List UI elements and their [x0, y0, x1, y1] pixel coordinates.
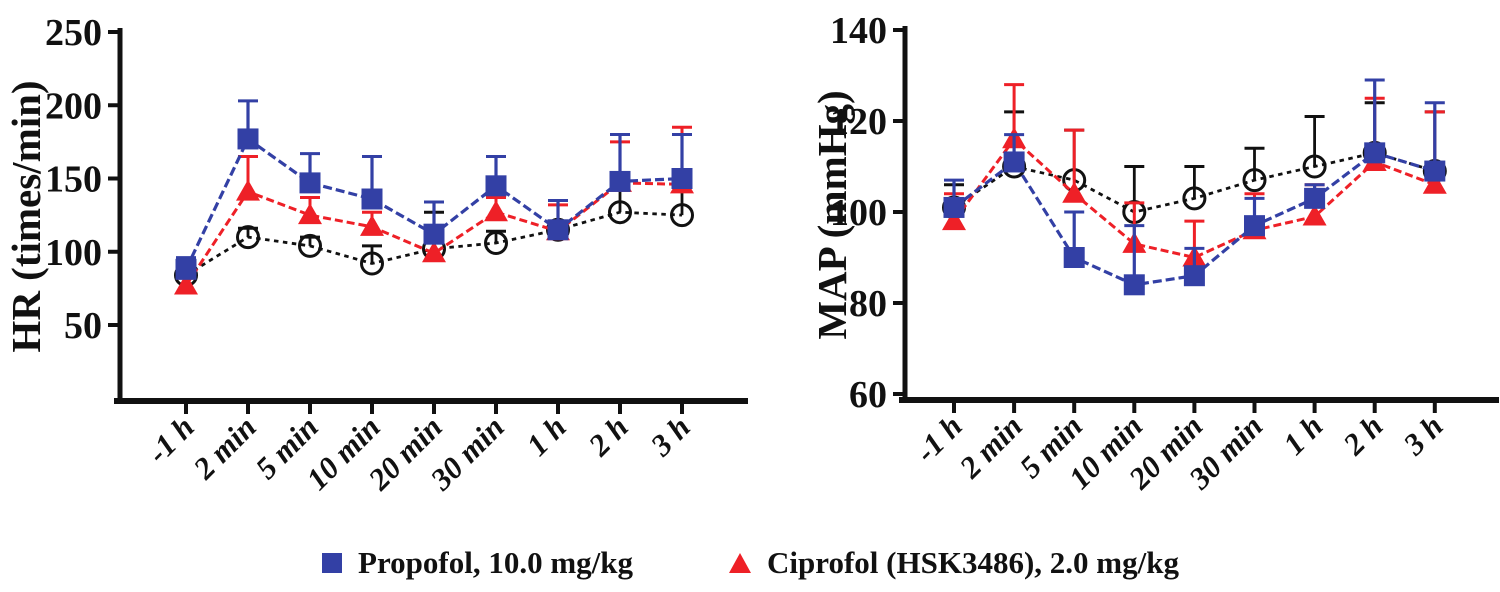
legend-item-propofol: Propofol, 10.0 mg/kg	[321, 545, 633, 581]
open-circle-marker	[670, 203, 694, 228]
hr-y-axis-title: HR (times/min)	[3, 80, 49, 352]
hr-xtick-label: 1 h	[520, 409, 573, 462]
map-ytick-label: 60	[849, 374, 887, 416]
square-marker	[943, 196, 965, 218]
square-marker	[237, 128, 259, 150]
triangle-marker	[298, 203, 322, 225]
map-ytick-label: 80	[849, 283, 887, 325]
triangle-marker	[174, 273, 198, 295]
triangle-marker	[942, 209, 966, 231]
triangle-marker	[1422, 172, 1447, 194]
hr-xtick-label: 2 h	[581, 409, 635, 463]
map-xtick-label: 3 h	[1396, 408, 1450, 462]
open-circle-marker	[236, 225, 260, 250]
square-marker	[485, 175, 507, 197]
map-y-axis-title: MAP (mmHg)	[809, 90, 855, 339]
map-xtick-label: 1 h	[1276, 408, 1329, 461]
hr-ytick-label: 200	[45, 85, 102, 127]
map-ytick-label: 120	[830, 101, 887, 143]
hr-ytick-label: 100	[45, 232, 102, 274]
hr-ytick-label: 250	[45, 12, 102, 54]
hr-xtick-label: 2 min	[186, 409, 263, 486]
legend-label-propofol: Propofol, 10.0 mg/kg	[358, 545, 634, 580]
open-circle-marker	[1182, 186, 1207, 211]
open-circle-marker	[1242, 168, 1267, 193]
square-marker	[423, 223, 445, 245]
square-marker	[1003, 151, 1025, 173]
square-marker	[1123, 274, 1145, 296]
open-circle-marker	[360, 251, 384, 276]
hr-ytick-label: 50	[64, 305, 102, 347]
square-marker	[175, 258, 197, 280]
square-marker	[299, 172, 321, 194]
map-xtick-label: 2 min	[952, 408, 1029, 485]
map-series-propofol	[943, 78, 1446, 296]
ciprofol-triangle-shape	[729, 553, 752, 573]
propofol-square-icon	[322, 553, 343, 573]
triangle-marker	[1062, 181, 1087, 203]
square-marker	[1183, 265, 1205, 287]
triangle-marker	[1302, 204, 1327, 226]
square-marker	[1244, 215, 1265, 237]
square-marker	[1063, 247, 1085, 268]
hr-xtick-label: 3 h	[643, 409, 697, 463]
ciprofol-triangle-icon	[729, 553, 752, 573]
square-marker	[361, 188, 383, 210]
square-marker	[547, 219, 569, 241]
open-circle-marker	[298, 233, 322, 258]
square-marker	[1304, 187, 1326, 209]
square-marker	[671, 168, 693, 189]
open-circle-marker	[484, 230, 508, 255]
map-ytick-label: 140	[830, 10, 887, 52]
triangle-marker	[422, 241, 446, 263]
map-ytick-label: 100	[830, 192, 887, 234]
triangle-marker	[236, 179, 260, 201]
map-xtick-label: 2 h	[1336, 408, 1390, 462]
legend-item-ciprofol: Ciprofol (HSK3486), 2.0 mg/kg	[728, 545, 1179, 581]
propofol-square-shape	[322, 553, 343, 573]
legend: Propofol, 10.0 mg/kg Ciprofol (HSK3486),…	[0, 534, 1500, 592]
hr-ytick-label: 150	[45, 159, 102, 201]
triangle-marker	[484, 200, 508, 222]
open-circle-marker	[608, 200, 632, 225]
hr-series-propofol	[175, 99, 693, 280]
square-marker	[1424, 160, 1446, 182]
open-circle-marker	[1302, 154, 1327, 179]
triangle-marker	[360, 214, 384, 236]
square-marker	[609, 170, 631, 192]
legend-label-ciprofol: Ciprofol (HSK3486), 2.0 mg/kg	[767, 545, 1179, 580]
square-marker	[1364, 142, 1386, 164]
